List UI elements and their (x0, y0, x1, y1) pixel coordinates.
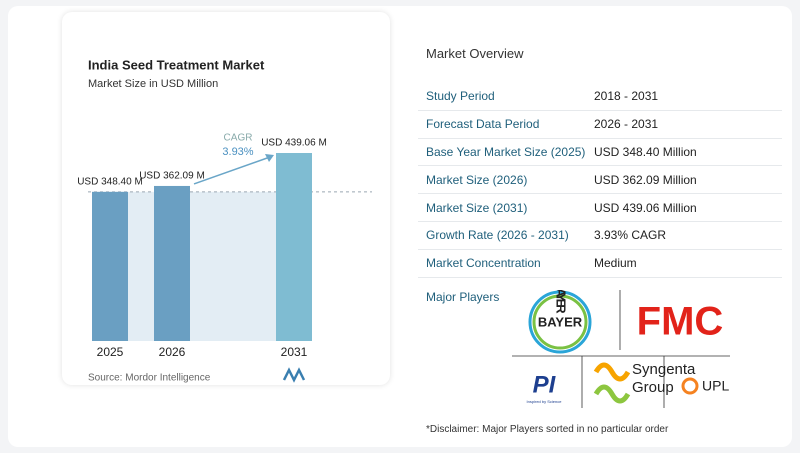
bar (92, 191, 128, 341)
row-label: Forecast Data Period (426, 117, 540, 132)
bayer-logo-vertical: BAYER (554, 290, 569, 314)
data-label: USD 362.09 M (139, 171, 205, 182)
pi-tagline: Inspired by Science (527, 399, 563, 404)
x-tick-label: 2025 (97, 345, 124, 359)
logo (282, 367, 306, 383)
chart-subtitle: Market Size in USD Million (88, 78, 218, 90)
disclaimer: *Disclaimer: Major Players sorted in no … (426, 424, 669, 435)
overview: Market Overview Study Period 2018 - 2031 F… (418, 46, 782, 304)
data-label: USD 348.40 M (77, 176, 143, 187)
x-tick-label: 2026 (159, 345, 186, 359)
player-logos: BAYER BAYER FMC Syngenta Group PI Inspir… (512, 290, 730, 408)
syngenta-logo-line2: Group (632, 379, 674, 396)
upl-logo: UPL (702, 378, 729, 394)
data-label: USD 439.06 M (261, 138, 327, 149)
overview-row: Base Year Market Size (2025) USD 348.40 M… (418, 139, 782, 167)
chart: India Seed Treatment Market Market Size … (77, 57, 372, 384)
chart-card: India Seed Treatment Market Market Size … (62, 12, 390, 385)
cagr-value: 3.93% (222, 146, 253, 158)
shaded-band (128, 191, 276, 341)
row-value: 3.93% CAGR (594, 228, 667, 243)
cagr-arrowhead (265, 154, 274, 162)
row-value: USD 348.40 Million (594, 144, 697, 159)
row-value: Medium (594, 256, 637, 271)
overview-row: Growth Rate (2026 - 2031) 3.93% CAGR (418, 222, 782, 250)
overview-row: Forecast Data Period 2026 - 2031 (418, 111, 782, 139)
x-tick-label: 2031 (281, 345, 308, 359)
row-label: Base Year Market Size (2025) (426, 144, 586, 159)
overview-title: Market Overview (426, 46, 524, 61)
overview-row: Market Size (2031) USD 439.06 Million (418, 194, 782, 222)
row-label: Study Period (426, 89, 495, 104)
bayer-logo: BAYER (538, 314, 583, 329)
chart-title: India Seed Treatment Market (88, 57, 265, 72)
pi-logo: PI (533, 371, 557, 398)
syngenta-logo: Syngenta (632, 361, 696, 378)
cagr-label: CAGR (224, 133, 253, 144)
source: Source: Mordor Intelligence (88, 373, 211, 384)
row-value: USD 362.09 Million (594, 172, 697, 187)
overview-row: Study Period 2018 - 2031 (418, 83, 782, 111)
overview-row: Market Concentration Medium (418, 250, 782, 278)
players-label: Major Players (426, 289, 500, 304)
row-value: USD 439.06 Million (594, 200, 697, 215)
row-label: Market Size (2031) (426, 200, 528, 215)
cagr-arrow (193, 156, 271, 185)
row-label: Growth Rate (2026 - 2031) (426, 228, 569, 243)
row-value: 2018 - 2031 (594, 89, 659, 104)
page: India Seed Treatment Market Market Size … (8, 6, 792, 447)
overview-row: Market Size (2026) USD 362.09 Million (418, 166, 782, 195)
fmc-logo: FMC (637, 300, 724, 344)
row-label: Market Size (2026) (426, 172, 528, 187)
overview-table: Study Period 2018 - 2031 Forecast Data Per… (418, 83, 782, 278)
row-value: 2026 - 2031 (594, 117, 659, 132)
row-label: Market Concentration (426, 256, 541, 271)
bar (154, 185, 190, 341)
bar (276, 153, 312, 341)
